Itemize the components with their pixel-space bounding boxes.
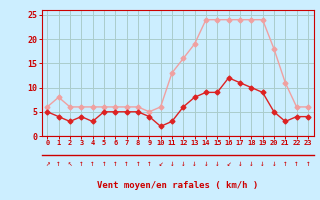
Text: ↓: ↓	[260, 159, 265, 168]
Text: Vent moyen/en rafales ( km/h ): Vent moyen/en rafales ( km/h )	[97, 181, 258, 190]
Text: ↑: ↑	[113, 159, 117, 168]
Text: ↓: ↓	[249, 159, 253, 168]
Text: ↙: ↙	[158, 159, 163, 168]
Text: ↗: ↗	[45, 159, 50, 168]
Text: ↓: ↓	[272, 159, 276, 168]
Text: ↑: ↑	[136, 159, 140, 168]
Text: ↓: ↓	[238, 159, 242, 168]
Text: ↑: ↑	[56, 159, 61, 168]
Text: ↑: ↑	[124, 159, 129, 168]
Text: ↓: ↓	[192, 159, 197, 168]
Text: ↓: ↓	[181, 159, 186, 168]
Text: ↓: ↓	[215, 159, 220, 168]
Text: ↑: ↑	[102, 159, 106, 168]
Text: ↑: ↑	[294, 159, 299, 168]
Text: ↑: ↑	[283, 159, 288, 168]
Text: ↖: ↖	[68, 159, 72, 168]
Text: ↑: ↑	[79, 159, 84, 168]
Text: ↓: ↓	[204, 159, 208, 168]
Text: ↙: ↙	[226, 159, 231, 168]
Text: ↑: ↑	[306, 159, 310, 168]
Text: ↑: ↑	[147, 159, 152, 168]
Text: ↑: ↑	[90, 159, 95, 168]
Text: ↓: ↓	[170, 159, 174, 168]
